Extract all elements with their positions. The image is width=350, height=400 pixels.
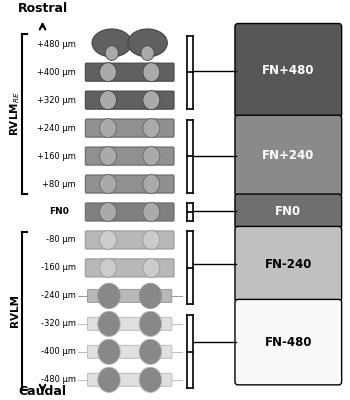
- Circle shape: [139, 283, 162, 308]
- Text: RVLM: RVLM: [10, 294, 20, 327]
- Circle shape: [99, 119, 117, 138]
- Text: Rostral: Rostral: [18, 2, 68, 15]
- Circle shape: [141, 46, 154, 60]
- Text: FN-480: FN-480: [265, 336, 312, 349]
- Text: FN+480: FN+480: [262, 64, 315, 77]
- FancyBboxPatch shape: [85, 91, 174, 109]
- Circle shape: [98, 311, 120, 336]
- FancyBboxPatch shape: [88, 290, 172, 302]
- Circle shape: [99, 146, 117, 166]
- Text: FN-240: FN-240: [265, 258, 312, 270]
- Text: FN0: FN0: [275, 205, 301, 218]
- Circle shape: [99, 230, 117, 250]
- Text: FN+240: FN+240: [262, 149, 315, 162]
- FancyBboxPatch shape: [88, 345, 172, 358]
- Circle shape: [143, 91, 160, 110]
- Circle shape: [139, 311, 162, 336]
- Circle shape: [143, 202, 160, 222]
- FancyBboxPatch shape: [235, 194, 342, 229]
- Circle shape: [143, 63, 160, 82]
- FancyBboxPatch shape: [235, 300, 342, 385]
- Text: -80 μm: -80 μm: [46, 236, 76, 244]
- Text: FN0: FN0: [49, 208, 69, 216]
- Text: +320 μm: +320 μm: [37, 96, 76, 105]
- Circle shape: [143, 230, 160, 250]
- Text: +400 μm: +400 μm: [37, 68, 76, 77]
- Text: Caudal: Caudal: [19, 385, 66, 398]
- Circle shape: [99, 202, 117, 222]
- Text: -240 μm: -240 μm: [41, 291, 76, 300]
- Circle shape: [105, 46, 118, 60]
- Text: +160 μm: +160 μm: [37, 152, 76, 160]
- FancyBboxPatch shape: [85, 259, 174, 277]
- Circle shape: [98, 367, 120, 392]
- Ellipse shape: [92, 29, 132, 57]
- Circle shape: [139, 339, 162, 364]
- Text: -480 μm: -480 μm: [41, 375, 76, 384]
- Text: +240 μm: +240 μm: [37, 124, 76, 132]
- Circle shape: [99, 63, 117, 82]
- Circle shape: [98, 283, 120, 308]
- Text: -400 μm: -400 μm: [41, 347, 76, 356]
- FancyBboxPatch shape: [85, 231, 174, 249]
- FancyBboxPatch shape: [85, 203, 174, 221]
- Circle shape: [143, 146, 160, 166]
- Text: -160 μm: -160 μm: [41, 264, 76, 272]
- FancyBboxPatch shape: [88, 317, 172, 330]
- FancyBboxPatch shape: [235, 226, 342, 302]
- FancyBboxPatch shape: [85, 147, 174, 165]
- FancyBboxPatch shape: [85, 63, 174, 81]
- Circle shape: [99, 258, 117, 278]
- FancyBboxPatch shape: [85, 175, 174, 193]
- Circle shape: [99, 91, 117, 110]
- Text: RVLM$_{RE}$: RVLM$_{RE}$: [8, 92, 22, 136]
- Circle shape: [143, 119, 160, 138]
- FancyBboxPatch shape: [235, 115, 342, 196]
- FancyBboxPatch shape: [85, 119, 174, 137]
- Text: -320 μm: -320 μm: [41, 319, 76, 328]
- Circle shape: [98, 339, 120, 364]
- Text: +80 μm: +80 μm: [42, 180, 76, 188]
- Circle shape: [99, 174, 117, 194]
- Circle shape: [143, 258, 160, 278]
- Text: +480 μm: +480 μm: [37, 40, 76, 49]
- FancyBboxPatch shape: [88, 373, 172, 386]
- FancyBboxPatch shape: [235, 24, 342, 118]
- Circle shape: [143, 174, 160, 194]
- Ellipse shape: [128, 29, 167, 57]
- Circle shape: [139, 367, 162, 392]
